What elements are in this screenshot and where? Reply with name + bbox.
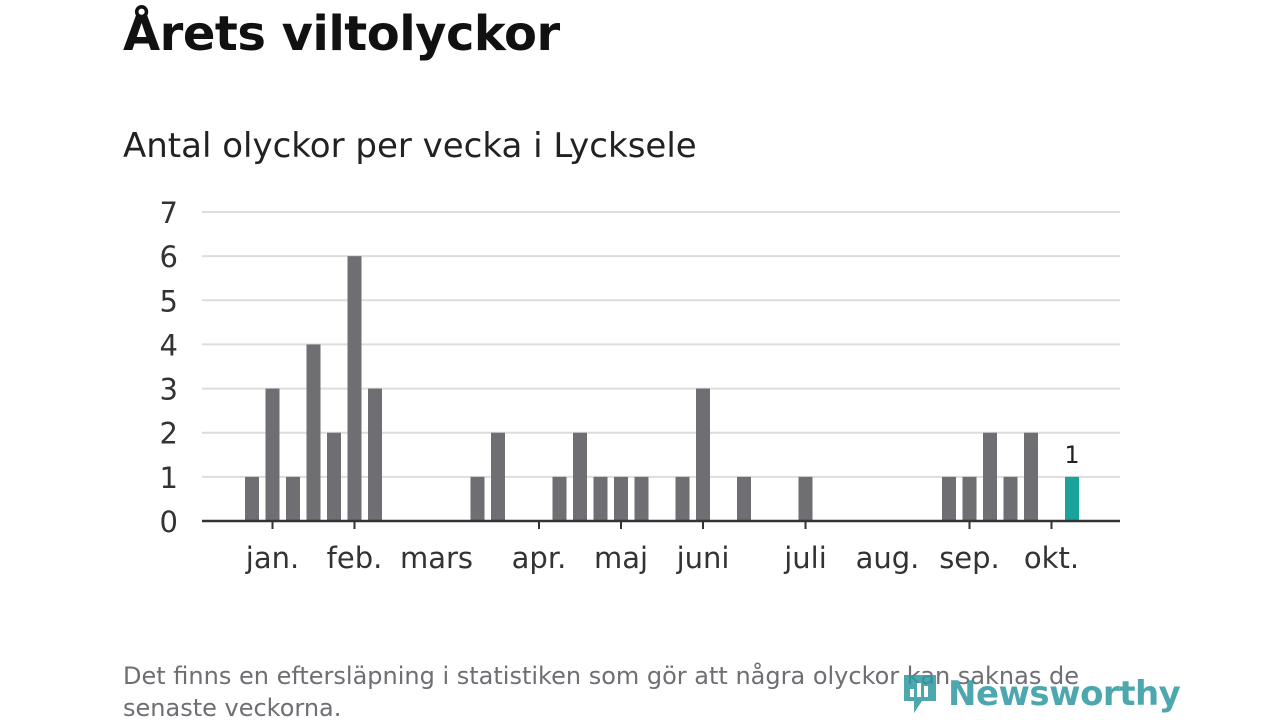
x-tick-label: feb. bbox=[327, 541, 383, 575]
bar bbox=[737, 476, 751, 521]
bar bbox=[634, 476, 649, 521]
y-tick-label: 4 bbox=[160, 328, 178, 362]
bar bbox=[614, 476, 628, 521]
bar bbox=[306, 344, 321, 521]
bar bbox=[552, 476, 567, 521]
bar bbox=[1065, 476, 1079, 521]
data-label: 1 bbox=[1064, 441, 1079, 469]
newsworthy-logo[interactable]: Newsworthy bbox=[900, 668, 1181, 720]
bar bbox=[942, 476, 956, 521]
bar bbox=[573, 432, 587, 521]
y-tick-label: 2 bbox=[160, 417, 178, 451]
y-tick-label: 6 bbox=[160, 240, 178, 274]
y-axis-labels: 0 1 2 3 4 5 6 7 bbox=[160, 196, 178, 539]
x-tick-label: sep. bbox=[939, 541, 1000, 575]
bar bbox=[983, 432, 997, 521]
bar bbox=[675, 476, 690, 521]
x-tick-label: aug. bbox=[856, 541, 920, 575]
bar bbox=[368, 388, 382, 521]
bar bbox=[470, 476, 485, 521]
bar bbox=[245, 476, 259, 521]
chart-subtitle: Antal olyckor per vecka i Lycksele bbox=[123, 126, 697, 166]
bars bbox=[245, 256, 1079, 521]
y-tick-label: 7 bbox=[160, 196, 178, 230]
x-tick-label: jan. bbox=[245, 541, 299, 575]
bar bbox=[1003, 476, 1018, 521]
bar bbox=[491, 432, 505, 521]
x-tick-label: apr. bbox=[512, 541, 567, 575]
newsworthy-logo-icon bbox=[904, 675, 936, 713]
bar bbox=[798, 476, 813, 521]
bar bbox=[265, 388, 280, 521]
bar bbox=[327, 432, 341, 521]
x-tick-label: okt. bbox=[1024, 541, 1079, 575]
bar bbox=[962, 476, 977, 521]
bar bbox=[696, 388, 710, 521]
x-tick-label: juni bbox=[676, 541, 730, 575]
y-tick-label: 1 bbox=[160, 461, 178, 495]
y-tick-label: 5 bbox=[160, 284, 178, 318]
bar bbox=[286, 476, 300, 521]
bar bbox=[593, 476, 608, 521]
x-tick-label: juli bbox=[783, 541, 827, 575]
x-axis: jan. feb. mars apr. maj juni juli aug. sep. okt. bbox=[202, 519, 1120, 575]
logo-text: Newsworthy bbox=[948, 674, 1181, 714]
bar bbox=[347, 256, 362, 521]
x-tick-label: mars bbox=[400, 541, 473, 575]
chart-title: Årets viltolyckor bbox=[123, 6, 560, 62]
y-tick-label: 0 bbox=[160, 505, 178, 539]
bar-chart: 0 1 2 3 4 5 6 7 jan. feb. mars apr. maj juni juli aug.… bbox=[160, 196, 1120, 575]
bar bbox=[1024, 432, 1038, 521]
data-labels: 1 bbox=[1064, 441, 1079, 469]
x-tick-label: maj bbox=[594, 541, 648, 575]
y-tick-label: 3 bbox=[160, 373, 178, 407]
